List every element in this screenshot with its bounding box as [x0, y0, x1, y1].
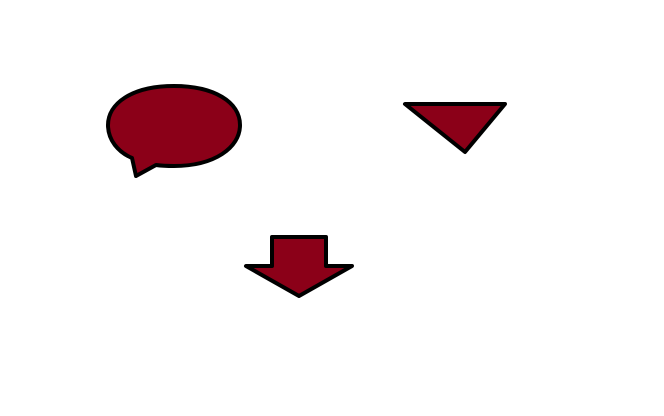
triangle-down-icon [403, 102, 507, 154]
speech-bubble-icon [106, 84, 242, 178]
arrow-down-icon [244, 235, 354, 298]
